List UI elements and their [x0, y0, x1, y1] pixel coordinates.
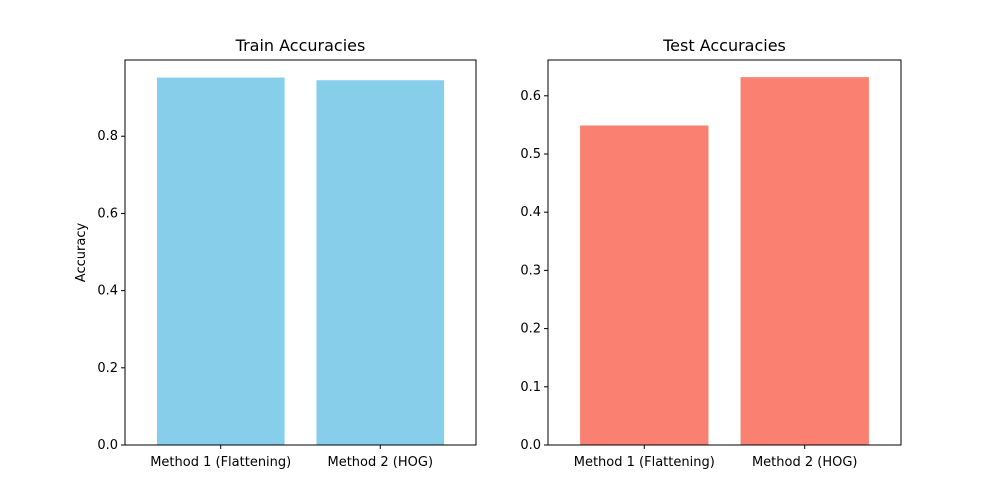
train-axes-frame	[124, 59, 477, 446]
train-ytick-label: 0.4	[97, 284, 118, 299]
test-bar-1	[580, 125, 709, 445]
test-ytick-label: 0.1	[520, 380, 541, 395]
train-ytick-label: 0.2	[97, 361, 118, 376]
train-chart-title: Train Accuracies	[235, 36, 366, 55]
train-axes: 0.0 0.2 0.4 0.6 0.8 Method 1 (Flattening) Meth…	[74, 36, 477, 470]
train-ytick-label: 0.6	[97, 206, 118, 221]
test-chart-title: Test Accuracies	[662, 36, 786, 55]
test-xtick-label: Method 2 (HOG)	[752, 455, 858, 470]
train-ytick-label: 0.0	[97, 438, 118, 453]
test-bar-2	[740, 77, 869, 446]
test-axes-frame	[547, 59, 902, 446]
train-bar-1	[156, 77, 285, 445]
test-ytick-label: 0.4	[520, 205, 541, 220]
train-ylabel: Accuracy	[74, 223, 89, 283]
test-ytick-label: 0.3	[520, 263, 541, 278]
test-ytick-label: 0.0	[520, 438, 541, 453]
train-bar-2	[316, 80, 445, 445]
test-ytick-label: 0.2	[520, 322, 541, 337]
train-xtick-label: Method 1 (Flattening)	[150, 455, 291, 470]
test-xtick-label: Method 1 (Flattening)	[574, 455, 715, 470]
test-ytick-label: 0.5	[520, 147, 541, 162]
test-axes: 0.0 0.1 0.2 0.3 0.4 0.5 0.6 Method 1 (Flattenin…	[520, 36, 902, 470]
train-xtick-label: Method 2 (HOG)	[328, 455, 434, 470]
test-ytick-label: 0.6	[520, 89, 541, 104]
train-ytick-label: 0.8	[97, 129, 118, 144]
